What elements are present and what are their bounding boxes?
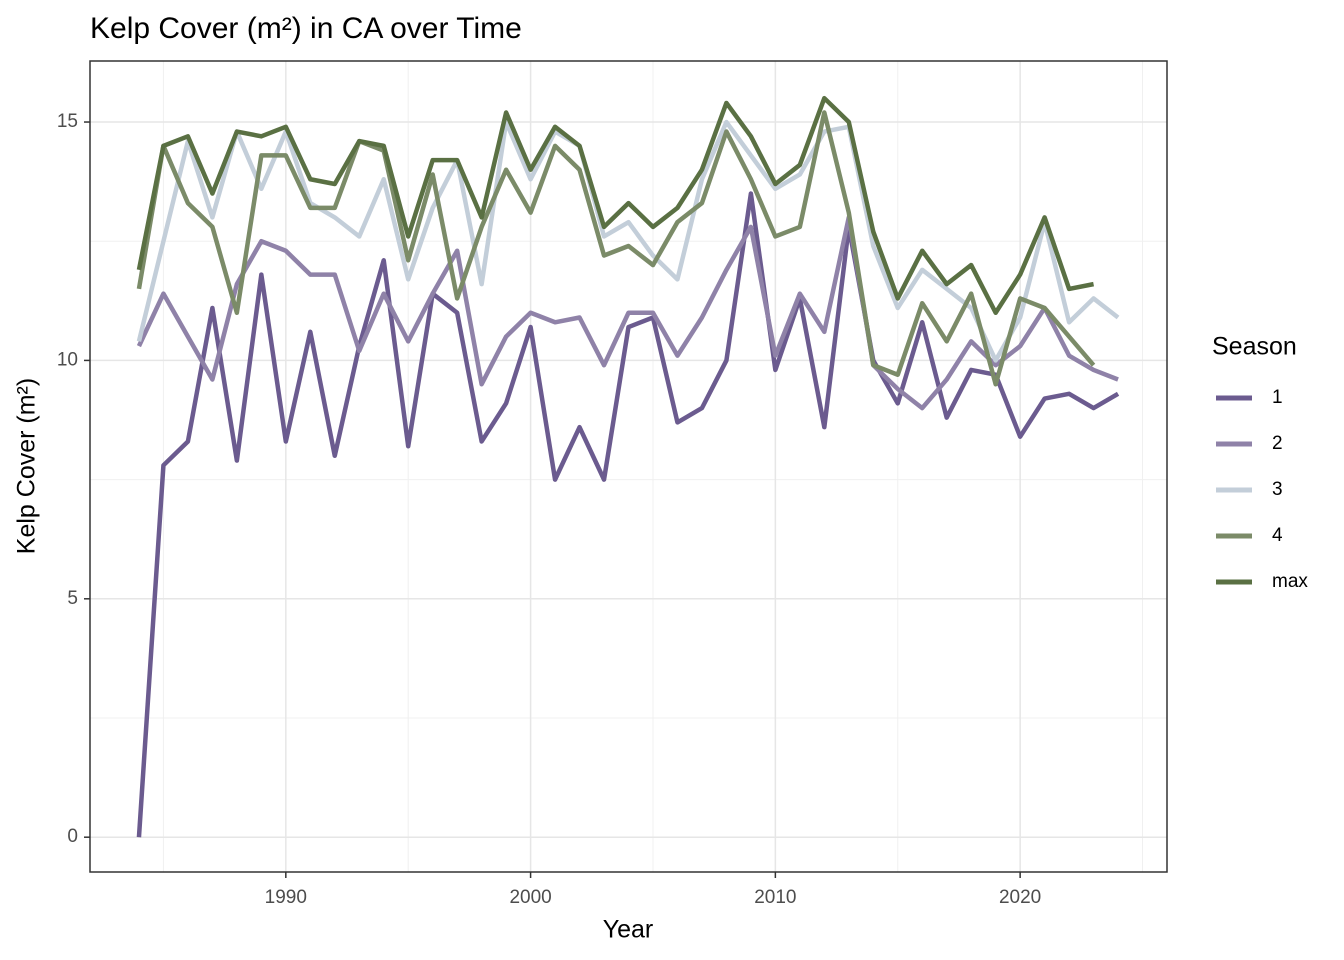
x-tick-label: 2000 bbox=[509, 887, 551, 908]
series-line bbox=[136, 95, 1095, 315]
chart-title: Kelp Cover (m²) in CA over Time bbox=[90, 12, 522, 45]
x-tick-label: 1990 bbox=[265, 887, 307, 908]
x-axis-title: Year bbox=[603, 916, 654, 944]
y-axis-title: Kelp Cover (m²) bbox=[13, 378, 41, 554]
legend-label: max bbox=[1272, 571, 1308, 592]
y-tick-label: 10 bbox=[57, 349, 78, 370]
series-line bbox=[136, 119, 1120, 363]
series-line bbox=[136, 215, 1119, 411]
legend-label: 3 bbox=[1272, 479, 1283, 500]
plot-border bbox=[89, 60, 1168, 873]
x-tick-label: 2010 bbox=[754, 887, 796, 908]
legend-label: 4 bbox=[1272, 525, 1283, 546]
legend-label: 1 bbox=[1272, 387, 1283, 408]
x-tick-label: 2020 bbox=[999, 887, 1041, 908]
legend-label: 2 bbox=[1272, 433, 1283, 454]
y-tick-label: 5 bbox=[67, 588, 78, 609]
series-line bbox=[136, 110, 1096, 387]
legend-title: Season bbox=[1212, 333, 1297, 361]
y-tick-label: 0 bbox=[67, 826, 78, 847]
series-line bbox=[136, 191, 1120, 838]
y-tick-label: 15 bbox=[57, 111, 78, 132]
